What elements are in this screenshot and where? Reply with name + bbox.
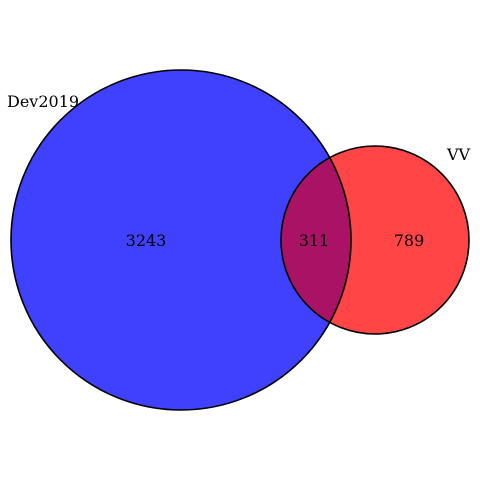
intersection-count: 311 xyxy=(299,231,330,250)
dev2019-set-outline xyxy=(10,69,352,411)
vv-set-outline xyxy=(280,145,470,335)
dev2019-set-circle xyxy=(11,70,351,410)
dev2019-set-label: Dev2019 xyxy=(7,92,79,111)
vv-only-count: 789 xyxy=(394,231,425,250)
dev2019-only-count: 3243 xyxy=(126,231,167,250)
vv-set-label: VV xyxy=(446,145,471,164)
intersection-region xyxy=(281,146,351,334)
